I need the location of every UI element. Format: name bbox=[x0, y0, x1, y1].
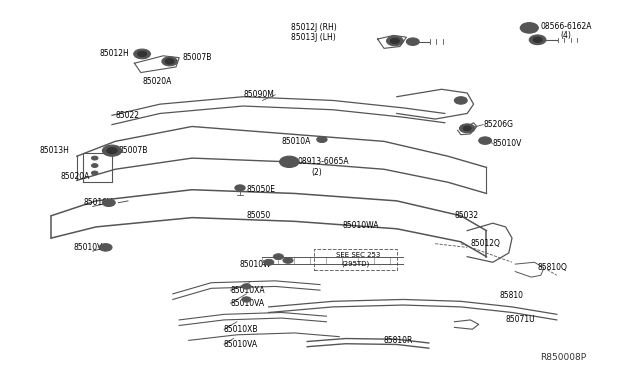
Text: 85050: 85050 bbox=[246, 211, 271, 220]
Text: 85012J (RH): 85012J (RH) bbox=[291, 23, 337, 32]
Circle shape bbox=[317, 137, 327, 142]
Text: 85007B: 85007B bbox=[182, 53, 212, 62]
Text: 85013J (LH): 85013J (LH) bbox=[291, 33, 336, 42]
Text: (2): (2) bbox=[312, 169, 323, 177]
Circle shape bbox=[283, 257, 293, 263]
Circle shape bbox=[99, 244, 112, 251]
Text: 85071U: 85071U bbox=[506, 315, 535, 324]
Circle shape bbox=[102, 199, 115, 206]
Text: 85010V: 85010V bbox=[493, 139, 522, 148]
Circle shape bbox=[138, 51, 147, 57]
Circle shape bbox=[102, 145, 122, 156]
Circle shape bbox=[479, 137, 492, 144]
Text: 85020A: 85020A bbox=[142, 77, 172, 86]
Text: 85810R: 85810R bbox=[384, 336, 413, 345]
Circle shape bbox=[520, 23, 538, 33]
Circle shape bbox=[242, 297, 251, 302]
Circle shape bbox=[134, 49, 150, 59]
Circle shape bbox=[529, 35, 546, 45]
Text: 85020A: 85020A bbox=[61, 172, 90, 181]
Circle shape bbox=[387, 36, 403, 46]
Text: R850008P: R850008P bbox=[540, 353, 586, 362]
Text: 85010WA: 85010WA bbox=[342, 221, 379, 230]
Text: SEE SEC 253: SEE SEC 253 bbox=[336, 252, 380, 258]
Circle shape bbox=[460, 124, 475, 133]
Circle shape bbox=[280, 156, 299, 167]
Text: 85012H: 85012H bbox=[99, 49, 129, 58]
Text: N: N bbox=[287, 159, 292, 165]
Text: 85032: 85032 bbox=[454, 211, 479, 220]
Circle shape bbox=[273, 254, 284, 260]
Circle shape bbox=[406, 38, 419, 45]
Circle shape bbox=[165, 59, 174, 64]
Text: 08913-6065A: 08913-6065A bbox=[298, 157, 349, 166]
Text: 85010VA: 85010VA bbox=[224, 340, 258, 349]
Circle shape bbox=[92, 171, 98, 175]
Text: 08566-6162A: 08566-6162A bbox=[541, 22, 592, 31]
Circle shape bbox=[463, 126, 471, 131]
Circle shape bbox=[235, 185, 245, 191]
Text: (4): (4) bbox=[560, 31, 571, 40]
Text: 85022: 85022 bbox=[115, 111, 140, 120]
Text: 85010A: 85010A bbox=[282, 137, 311, 146]
Circle shape bbox=[92, 156, 98, 160]
Text: 85012Q: 85012Q bbox=[470, 239, 500, 248]
Text: 85010XA: 85010XA bbox=[230, 286, 265, 295]
Text: 85013H: 85013H bbox=[40, 146, 70, 155]
Circle shape bbox=[92, 164, 98, 167]
Text: 85050E: 85050E bbox=[246, 185, 275, 194]
Text: 85010XB: 85010XB bbox=[224, 325, 259, 334]
Circle shape bbox=[264, 259, 274, 265]
Circle shape bbox=[454, 97, 467, 104]
Circle shape bbox=[107, 148, 117, 154]
Circle shape bbox=[390, 38, 399, 44]
Text: 85810Q: 85810Q bbox=[538, 263, 568, 272]
Circle shape bbox=[533, 37, 542, 42]
Circle shape bbox=[242, 284, 251, 289]
Circle shape bbox=[162, 57, 177, 66]
Text: 85010VA: 85010VA bbox=[230, 299, 264, 308]
Text: 85007B: 85007B bbox=[118, 146, 148, 155]
Text: 85090M: 85090M bbox=[243, 90, 274, 99]
Text: 85010V: 85010V bbox=[83, 198, 113, 207]
Text: (295TD): (295TD) bbox=[341, 261, 369, 267]
Text: 85010W: 85010W bbox=[240, 260, 271, 269]
Text: S: S bbox=[527, 25, 531, 31]
Text: 85810: 85810 bbox=[499, 291, 524, 300]
Text: 85206G: 85206G bbox=[483, 120, 513, 129]
Text: 85010V: 85010V bbox=[74, 243, 103, 252]
